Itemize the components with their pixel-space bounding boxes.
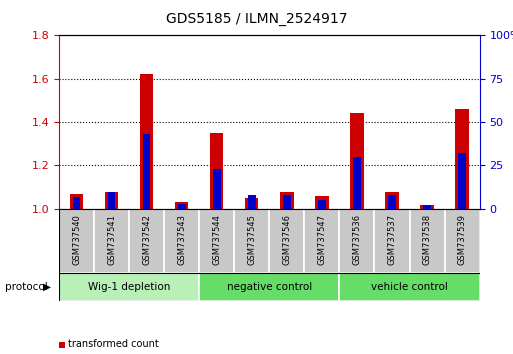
Bar <box>340 273 480 301</box>
Text: GSM737547: GSM737547 <box>318 214 326 265</box>
Text: GSM737546: GSM737546 <box>282 214 291 265</box>
Text: GDS5185 / ILMN_2524917: GDS5185 / ILMN_2524917 <box>166 12 347 27</box>
Text: GSM737545: GSM737545 <box>247 214 256 265</box>
Bar <box>94 209 129 273</box>
Bar <box>59 273 199 301</box>
Bar <box>318 200 326 209</box>
Bar <box>178 204 186 209</box>
Text: GSM737544: GSM737544 <box>212 214 221 265</box>
Bar <box>353 157 361 209</box>
Bar <box>458 153 466 209</box>
Bar <box>73 197 81 209</box>
Text: negative control: negative control <box>227 282 312 292</box>
Bar <box>59 209 94 273</box>
Text: GSM737538: GSM737538 <box>423 214 431 265</box>
Bar <box>129 209 164 273</box>
Text: GSM737540: GSM737540 <box>72 214 81 265</box>
Bar <box>423 205 431 209</box>
Bar <box>210 133 223 209</box>
Text: GSM737543: GSM737543 <box>177 214 186 265</box>
Bar <box>199 209 234 273</box>
Bar <box>143 134 150 209</box>
Text: Wig-1 depletion: Wig-1 depletion <box>88 282 170 292</box>
Bar <box>385 192 399 209</box>
Bar <box>388 195 396 209</box>
Text: GSM737539: GSM737539 <box>458 214 467 265</box>
Bar <box>164 209 199 273</box>
Bar <box>199 273 340 301</box>
Bar <box>213 169 221 209</box>
Text: GSM737537: GSM737537 <box>387 214 397 265</box>
Bar <box>105 192 118 209</box>
Bar <box>269 209 304 273</box>
Bar <box>315 196 328 209</box>
Bar <box>248 195 255 209</box>
Bar <box>175 202 188 209</box>
Text: vehicle control: vehicle control <box>371 282 448 292</box>
Bar <box>304 209 340 273</box>
Bar <box>445 209 480 273</box>
Text: GSM737536: GSM737536 <box>352 214 362 265</box>
Bar <box>70 194 83 209</box>
Bar <box>234 209 269 273</box>
Bar <box>409 209 445 273</box>
Text: GSM737541: GSM737541 <box>107 214 116 265</box>
Bar <box>140 74 153 209</box>
Bar <box>340 209 374 273</box>
Bar <box>283 195 291 209</box>
Text: transformed count: transformed count <box>68 339 159 349</box>
Bar <box>350 113 364 209</box>
Bar <box>280 192 293 209</box>
Bar <box>421 205 433 209</box>
Bar <box>108 192 115 209</box>
Bar <box>456 109 469 209</box>
Bar <box>245 198 259 209</box>
Text: protocol: protocol <box>5 282 48 292</box>
Text: GSM737542: GSM737542 <box>142 214 151 265</box>
Bar <box>374 209 409 273</box>
Text: ▶: ▶ <box>43 282 51 292</box>
